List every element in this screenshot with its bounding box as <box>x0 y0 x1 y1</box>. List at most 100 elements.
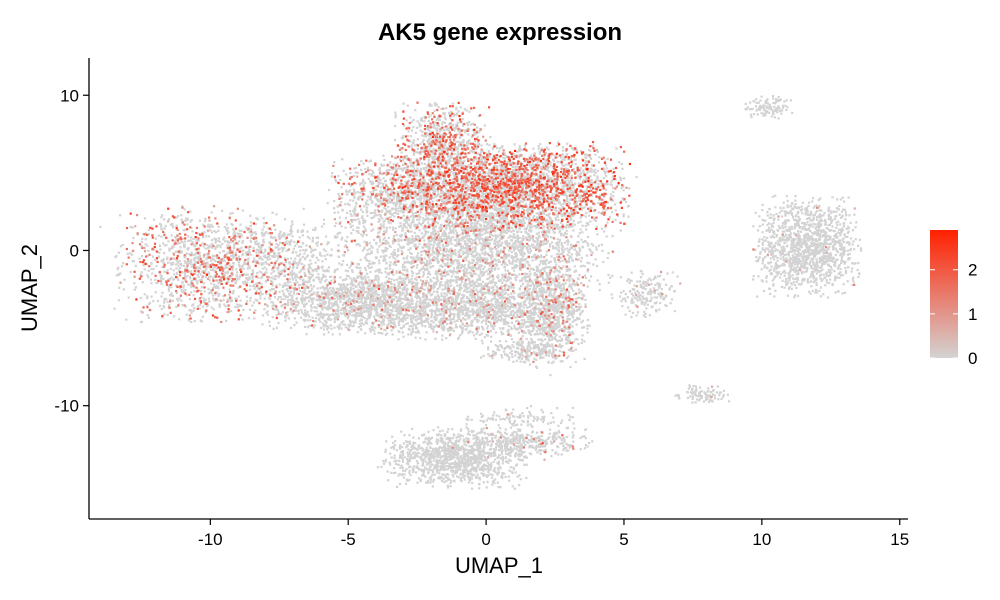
cell-point <box>452 144 455 147</box>
cell-point <box>499 220 502 223</box>
chart-title: AK5 gene expression <box>378 19 622 46</box>
cell-point <box>178 260 181 263</box>
cell-point <box>437 136 440 139</box>
cell-point <box>376 208 379 211</box>
cell-point <box>366 199 369 202</box>
cell-point <box>264 271 267 274</box>
cell-point <box>490 184 493 187</box>
cell-point <box>454 125 458 128</box>
cell-point <box>527 163 530 166</box>
cell-point <box>272 236 275 239</box>
cell-point <box>152 300 155 303</box>
cell-point <box>133 288 136 291</box>
cell-point <box>251 278 254 281</box>
cell-point <box>396 162 399 165</box>
cell-point <box>532 216 535 219</box>
cell-point <box>477 115 480 118</box>
cell-point <box>469 149 472 152</box>
cell-point <box>359 183 362 186</box>
cell-point <box>622 213 625 216</box>
cell-point <box>566 153 569 156</box>
cell-point <box>521 223 524 226</box>
cell-point <box>422 174 425 177</box>
cell-point <box>479 185 482 188</box>
cell-point <box>592 181 595 184</box>
cell-point <box>271 284 274 287</box>
cell-point <box>308 278 311 281</box>
cell-point <box>307 254 310 257</box>
cell-point <box>499 166 502 169</box>
cell-point <box>193 290 196 293</box>
cell-point <box>620 162 623 166</box>
cell-point <box>399 158 402 161</box>
cell-point <box>139 296 142 299</box>
cell-point <box>254 223 257 226</box>
cell-point <box>420 117 423 120</box>
cell-point <box>442 200 445 203</box>
cell-point <box>177 299 180 302</box>
cell-point <box>421 150 424 153</box>
cell-point <box>464 203 467 206</box>
cell-point <box>352 199 355 202</box>
cell-point <box>460 193 463 196</box>
cell-point <box>474 187 477 190</box>
cell-point <box>424 135 427 138</box>
cell-point <box>292 250 295 253</box>
cell-point <box>518 149 521 152</box>
cell-point <box>287 284 290 287</box>
cell-point <box>169 298 172 301</box>
cell-point <box>534 198 537 201</box>
cell-point <box>419 180 422 183</box>
cell-point <box>202 282 206 285</box>
cell-point <box>189 210 192 213</box>
cell-point <box>192 303 195 306</box>
cell-point <box>223 236 226 239</box>
cell-point <box>286 314 289 317</box>
cell-point <box>522 235 525 238</box>
cell-point <box>201 315 204 318</box>
cell-point <box>283 294 286 297</box>
cell-point <box>171 222 174 225</box>
cell-point <box>484 158 487 161</box>
cell-point <box>213 283 216 286</box>
cell-point <box>410 163 413 166</box>
cell-point <box>163 218 166 221</box>
cell-point <box>165 243 168 247</box>
cell-point <box>183 291 186 294</box>
cell-point <box>442 180 445 183</box>
cell-point <box>245 253 248 256</box>
cell-point <box>163 301 166 304</box>
cell-point <box>359 266 362 269</box>
cell-point <box>588 214 591 217</box>
cell-point <box>262 255 265 258</box>
cell-point <box>467 140 470 143</box>
cell-point <box>353 174 356 178</box>
cell-point <box>565 199 569 202</box>
cell-point <box>496 207 499 210</box>
cell-point <box>224 264 227 267</box>
cell-point <box>460 180 463 184</box>
cell-point <box>493 208 497 212</box>
cell-point <box>530 267 533 270</box>
cell-point <box>523 144 527 147</box>
cell-point <box>595 179 598 182</box>
cell-point <box>349 176 352 179</box>
cell-point <box>420 253 423 256</box>
cell-point <box>233 231 236 234</box>
cell-point <box>463 129 466 132</box>
cell-point <box>551 193 554 196</box>
cell-point <box>230 254 233 257</box>
cell-point <box>377 177 380 181</box>
cell-point <box>459 154 462 157</box>
cell-point <box>306 235 309 239</box>
cell-point <box>394 209 397 212</box>
cell-point <box>230 277 233 280</box>
cell-point <box>221 274 224 277</box>
cell-point <box>222 250 225 253</box>
cell-point <box>401 135 404 138</box>
cell-point <box>571 225 574 228</box>
cell-point <box>511 217 514 220</box>
cell-point <box>409 207 412 210</box>
cell-point <box>291 251 294 254</box>
cell-point <box>176 261 179 264</box>
